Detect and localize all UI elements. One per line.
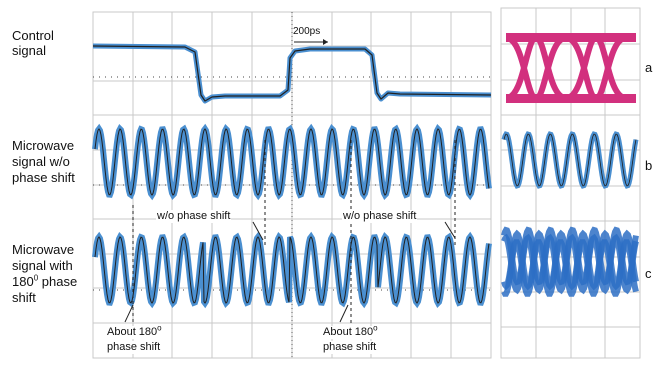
panel-letter-b: b	[645, 158, 653, 173]
dashed-markers	[124, 140, 456, 325]
eye-b-halo	[501, 131, 639, 189]
microwave-no-shift-label-2: signal w/o	[12, 154, 70, 169]
eye-a-crossing	[505, 34, 567, 101]
wo-phase-shift-annotation-2: w/o phase shift	[342, 210, 418, 223]
about-180-text: About 180	[323, 326, 374, 338]
about-180-annotation-2-line2: phase shift	[322, 341, 378, 354]
degree-superscript: 0	[33, 273, 39, 283]
eye-c-band	[501, 239, 639, 297]
pointer-arrow	[124, 304, 134, 323]
about-180-text: About 180	[107, 326, 158, 338]
arrow-head	[323, 39, 328, 45]
degree-value: 180	[12, 274, 34, 289]
microwave-no-shift-label-3: phase shift	[12, 170, 75, 185]
phase-word: phase	[38, 274, 78, 289]
eye-a-crossing	[565, 34, 627, 101]
control-signal-label: Control signal	[12, 28, 54, 58]
eye-a-crossing	[565, 35, 627, 102]
eye-diagram-c	[501, 226, 639, 297]
microwave-shift-label-3: 1800 phase	[12, 274, 77, 289]
time-marker-arrow	[294, 39, 328, 45]
control-trace-line	[92, 45, 492, 102]
pointer-arrow	[444, 221, 456, 239]
about-180-annotation-2: About 180o	[322, 323, 379, 339]
time-marker-label: 200ps	[293, 26, 321, 37]
about-180-superscript: o	[373, 323, 378, 333]
eye-diagram-b	[501, 131, 639, 189]
about-180-annotation-1-line2: phase shift	[106, 341, 162, 354]
microwave-shift-trace	[92, 231, 492, 309]
about-180-superscript: o	[157, 323, 162, 333]
eye-diagram-a	[505, 33, 636, 103]
microwave-shift-label-4: shift	[12, 290, 36, 305]
panel-letter-a: a	[645, 60, 653, 75]
panel-letter-c: c	[645, 266, 652, 281]
eye-c-band	[501, 226, 639, 286]
microwave-shift-label-1: Microwave	[12, 242, 75, 257]
microwave-no-shift-trace	[92, 123, 492, 201]
microwave-shift-line	[94, 236, 490, 304]
pointer-arrow	[339, 304, 349, 323]
microwave-no-shift-label-1: Microwave	[12, 138, 75, 153]
microwave-no-shift-line	[94, 128, 490, 196]
eye-c-band	[501, 233, 639, 295]
about-180-annotation-1: About 180o	[106, 323, 163, 339]
pointer-arrow	[252, 221, 264, 241]
control-signal-trace	[92, 43, 492, 104]
wo-phase-shift-annotation-1: w/o phase shift	[156, 210, 232, 223]
eye-a-crossing	[505, 35, 567, 102]
eye-b-line	[503, 133, 637, 187]
microwave-shift-label-2: signal with	[12, 258, 73, 273]
